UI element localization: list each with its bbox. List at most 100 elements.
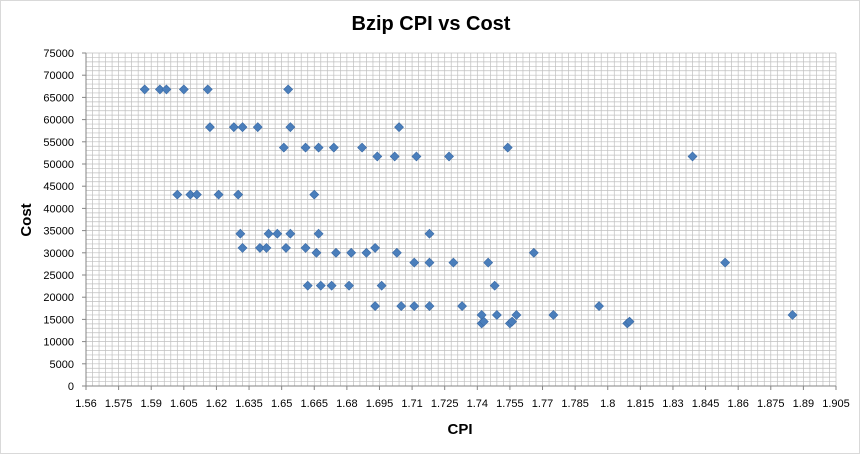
x-tick-label: 1.785 xyxy=(561,398,589,410)
data-point xyxy=(548,310,559,320)
x-tick-label: 1.605 xyxy=(170,398,198,410)
x-tick-label: 1.755 xyxy=(496,398,524,410)
x-tick-label: 1.695 xyxy=(366,398,394,410)
chart-title: Bzip CPI vs Cost xyxy=(352,13,511,35)
data-point xyxy=(489,280,500,291)
x-tick-label: 1.86 xyxy=(727,398,748,410)
data-point xyxy=(237,242,248,253)
data-point xyxy=(235,228,246,239)
data-point xyxy=(376,280,387,291)
x-tick-label: 1.56 xyxy=(75,398,96,410)
data-point xyxy=(594,301,604,312)
data-point xyxy=(252,122,263,133)
y-tick-label: 75000 xyxy=(43,48,74,60)
x-tick-label: 1.8 xyxy=(600,398,615,410)
data-point xyxy=(254,242,265,253)
y-tick-label: 45000 xyxy=(43,181,74,193)
x-tick-label: 1.77 xyxy=(532,398,553,410)
data-point xyxy=(502,142,513,153)
data-point xyxy=(511,310,522,320)
data-point xyxy=(185,189,196,200)
data-point xyxy=(372,151,383,162)
data-point xyxy=(457,301,468,312)
data-point xyxy=(313,228,324,239)
gridlines xyxy=(85,52,837,387)
data-point xyxy=(285,228,296,239)
data-point xyxy=(389,151,400,162)
y-tick-label: 55000 xyxy=(43,137,74,149)
data-point xyxy=(161,84,172,95)
data-point xyxy=(228,122,239,133)
data-point xyxy=(202,84,213,95)
data-point xyxy=(302,280,313,291)
x-tick-label: 1.845 xyxy=(692,398,720,410)
y-tick-label: 60000 xyxy=(43,115,74,127)
y-tick-label: 15000 xyxy=(43,314,74,326)
data-point xyxy=(409,257,420,268)
x-tick-label: 1.59 xyxy=(141,398,162,410)
x-tick-label: 1.89 xyxy=(793,398,814,410)
data-point xyxy=(278,142,289,153)
x-tick-label: 1.575 xyxy=(105,398,133,410)
data-point xyxy=(394,122,404,133)
x-tick-label: 1.68 xyxy=(336,398,357,410)
data-point xyxy=(285,122,296,133)
data-point xyxy=(370,301,381,312)
data-point xyxy=(361,247,372,258)
x-tick-label: 1.815 xyxy=(627,398,655,410)
y-tick-label: 35000 xyxy=(43,226,74,238)
data-point xyxy=(409,301,420,312)
data-point xyxy=(139,84,150,95)
data-point xyxy=(507,316,518,327)
data-point xyxy=(237,122,248,133)
data-point xyxy=(309,189,320,200)
data-points xyxy=(139,84,798,329)
data-point xyxy=(391,247,402,258)
data-point xyxy=(263,228,274,239)
data-point xyxy=(283,84,294,95)
x-axis-title: CPI xyxy=(447,421,472,438)
y-tick-label: 0 xyxy=(68,381,74,393)
data-point xyxy=(411,151,422,162)
x-tick-label: 1.635 xyxy=(235,398,263,410)
data-point xyxy=(204,122,215,133)
x-tick-label: 1.65 xyxy=(271,398,292,410)
x-tick-label: 1.62 xyxy=(206,398,227,410)
data-point xyxy=(444,151,454,162)
data-point xyxy=(331,247,341,258)
y-tick-label: 5000 xyxy=(50,359,74,371)
y-tick-label: 70000 xyxy=(43,70,74,82)
y-tick-label: 10000 xyxy=(43,337,74,349)
data-point xyxy=(687,151,698,162)
y-tick-label: 40000 xyxy=(43,203,74,215)
data-point xyxy=(311,247,322,258)
y-axis-title: Cost xyxy=(18,203,35,236)
data-point xyxy=(346,247,357,258)
y-tick-label: 65000 xyxy=(43,92,74,104)
data-point xyxy=(313,142,324,153)
data-point xyxy=(424,301,435,312)
data-point xyxy=(483,257,494,268)
data-point xyxy=(233,189,244,200)
data-point xyxy=(491,310,502,320)
data-point xyxy=(424,228,435,239)
data-point xyxy=(478,316,489,327)
y-tick-label: 25000 xyxy=(43,270,74,282)
y-tick-label: 50000 xyxy=(43,159,74,171)
axes: 1.56 1.575 1.59 1.605 1.62 1.635 1.65 1.665 1.68… xyxy=(43,48,849,410)
data-point xyxy=(344,280,354,291)
data-point xyxy=(528,247,539,258)
y-tick-label: 30000 xyxy=(43,248,74,260)
data-point xyxy=(172,189,183,200)
data-point xyxy=(178,84,189,95)
data-point xyxy=(213,189,224,200)
x-tick-label: 1.905 xyxy=(822,398,850,410)
data-point xyxy=(357,142,368,153)
data-point xyxy=(424,257,435,268)
x-tick-label: 1.71 xyxy=(401,398,422,410)
data-point xyxy=(272,228,283,239)
x-tick-label: 1.83 xyxy=(662,398,683,410)
data-point xyxy=(154,84,165,95)
